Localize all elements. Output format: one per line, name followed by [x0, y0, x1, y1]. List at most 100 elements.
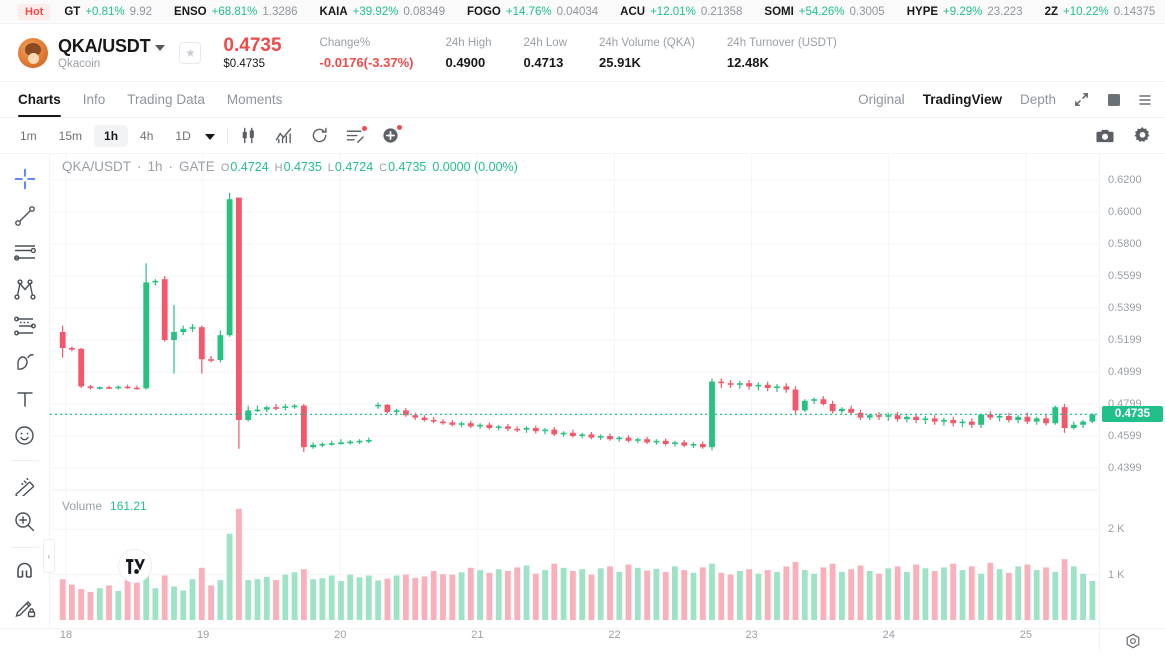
last-price: 0.4735	[223, 34, 282, 56]
text-tool[interactable]	[8, 382, 42, 416]
collapse-toolbar-button[interactable]: ‹	[43, 539, 55, 573]
stat-value: 12.48K	[726, 55, 769, 71]
market-ticker-bar: Hot GT +0.81% 9.92 ENSO +68.81% 1.3286 KAIA +39…	[0, 0, 1165, 24]
ticker-change: +0.81%	[85, 5, 125, 18]
ticker-symbol: 2Z	[1044, 5, 1058, 18]
ticker-price: 0.04034	[556, 5, 599, 18]
tab-moments[interactable]: Moments	[226, 92, 283, 107]
indicators-icon[interactable]	[275, 127, 293, 144]
menu-icon[interactable]	[1139, 93, 1151, 107]
view-tab-depth[interactable]: Depth	[1019, 92, 1056, 107]
timeframe-4h[interactable]: 4h	[140, 128, 154, 143]
page-title: QKA/USDT	[58, 35, 151, 56]
measure-tool[interactable]	[8, 468, 42, 502]
camera-icon[interactable]	[1096, 128, 1114, 144]
price-tick: 0.6200	[1108, 174, 1142, 186]
coin-logo-icon	[18, 37, 48, 68]
stat-label: Change%	[319, 36, 371, 49]
refresh-icon[interactable]	[311, 127, 328, 144]
ticker-item[interactable]: KAIA +39.92% 0.08349	[320, 6, 445, 18]
horizontal-lines-tool[interactable]	[8, 235, 42, 269]
ticker-item[interactable]: FOGO +14.76% 0.04034	[467, 6, 598, 18]
ticker-price: 0.3005	[849, 5, 885, 18]
time-tick: 25	[1019, 629, 1032, 641]
chart-settings-target-icon[interactable]	[1099, 629, 1165, 652]
notification-dot	[396, 125, 402, 130]
time-tick: 23	[745, 629, 758, 641]
stat-24h-turnover-usdt: 24h Turnover (USDT) 12.48K	[727, 35, 837, 70]
brush-tool[interactable]	[8, 345, 42, 379]
gear-icon[interactable]	[1134, 127, 1151, 144]
ticker-item[interactable]: HYPE +9.29% 23.223	[907, 6, 1023, 18]
chart-plot[interactable]: QKA/USDT · 1h · GATE O0.4724 H0.4735 L0.…	[50, 154, 1099, 628]
chart-toolbar: 1m 15m 1h 4h 1D	[0, 118, 1165, 154]
price-axis[interactable]: 0.6200 0.6000 0.5800 0.5599 0.5399 0.5199 0.49…	[1099, 154, 1165, 628]
section-tabs: Charts Info Trading Data Moments	[18, 82, 282, 117]
chart-tool-icons	[240, 125, 402, 144]
stat-label: 24h Turnover (USDT)	[726, 36, 837, 49]
lock-drawings-tool[interactable]	[8, 591, 42, 625]
last-price-usd: $0.4735	[223, 58, 265, 71]
timeframe-1h[interactable]: 1h	[94, 124, 129, 147]
expand-arrows-icon[interactable]	[1074, 92, 1089, 107]
star-icon[interactable]: ★	[179, 41, 202, 64]
ticker-item[interactable]: SOMI +54.26% 0.3005	[764, 6, 884, 18]
legend-interval: 1h	[147, 159, 163, 174]
tradingview-logo-icon[interactable]	[118, 549, 152, 583]
pitchfork-tool[interactable]	[8, 272, 42, 306]
zoom-in-tool[interactable]	[8, 505, 42, 539]
stat-value: 25.91K	[599, 55, 641, 71]
time-tick-list: 18 19 20 21 22 23 24 25	[0, 629, 1099, 652]
view-tab-tradingview[interactable]: TradingView	[922, 92, 1002, 107]
legend-high: H0.4735	[274, 160, 322, 174]
view-tab-original[interactable]: Original	[858, 92, 905, 107]
magnet-tool[interactable]	[8, 555, 42, 589]
toolbar-right-icons	[1096, 127, 1151, 144]
timeframe-15m[interactable]: 15m	[58, 128, 83, 143]
ticker-change: +9.29%	[943, 5, 983, 18]
tab-charts[interactable]: Charts	[18, 82, 61, 117]
tab-info[interactable]: Info	[82, 92, 106, 107]
timeframe-1m[interactable]: 1m	[20, 128, 37, 143]
candlestick-type-icon[interactable]	[240, 127, 257, 144]
ticker-item[interactable]: ENSO +68.81% 1.3286	[174, 6, 298, 18]
crosshair-tool[interactable]	[8, 162, 42, 196]
emoji-tool[interactable]	[8, 419, 42, 453]
time-axis[interactable]: 18 19 20 21 22 23 24 25	[0, 628, 1165, 652]
ticker-change: +12.01%	[650, 5, 696, 18]
ticker-change: +39.92%	[352, 5, 399, 18]
ticker-symbol: ENSO	[174, 5, 207, 18]
divider	[226, 127, 228, 144]
volume-legend: Volume 161.21	[62, 499, 147, 513]
time-tick: 22	[608, 629, 621, 641]
ticker-item[interactable]: GT +0.81% 9.92	[64, 6, 152, 18]
ticker-item[interactable]: 2Z +10.22% 0.14375	[1045, 6, 1156, 18]
volume-tick: 1 K	[1108, 568, 1125, 581]
chevron-down-icon[interactable]	[204, 133, 215, 140]
ticker-symbol: KAIA	[319, 5, 348, 18]
ticker-change: +10.22%	[1062, 5, 1109, 18]
trend-line-tool[interactable]	[8, 199, 42, 233]
legend-close: C0.4735	[379, 160, 427, 174]
square-icon[interactable]	[1107, 93, 1121, 107]
ticker-symbol: SOMI	[764, 5, 794, 18]
timeframe-1d[interactable]: 1D	[175, 128, 191, 143]
price-tick: 0.5399	[1108, 302, 1142, 315]
candlestick-svg	[50, 154, 1099, 620]
tab-trading-data[interactable]: Trading Data	[127, 92, 205, 107]
alerts-list-icon[interactable]	[346, 125, 367, 144]
chevron-down-icon[interactable]	[155, 44, 166, 51]
divider	[10, 546, 39, 548]
add-indicator-icon[interactable]	[382, 125, 402, 144]
ticker-change: +54.26%	[798, 5, 845, 18]
market-stats: Change% -0.0176(-3.37%) 24h High 0.4900 24h …	[320, 35, 869, 70]
ticker-item[interactable]: ACU +12.01% 0.21358	[620, 6, 742, 18]
stat-24h-low: 24h Low 0.4713	[524, 35, 567, 70]
pair-block[interactable]: QKA/USDT Qkacoin	[58, 35, 166, 70]
view-tab-list: Original TradingView Depth	[858, 92, 1056, 107]
ticker-items: GT +0.81% 9.92 ENSO +68.81% 1.3286 KAIA +39.92%…	[64, 6, 1165, 18]
fib-retracement-tool[interactable]	[8, 309, 42, 343]
ticker-price: 0.08349	[403, 5, 445, 18]
time-tick: 21	[471, 629, 484, 641]
ticker-price: 23.223	[987, 5, 1023, 18]
